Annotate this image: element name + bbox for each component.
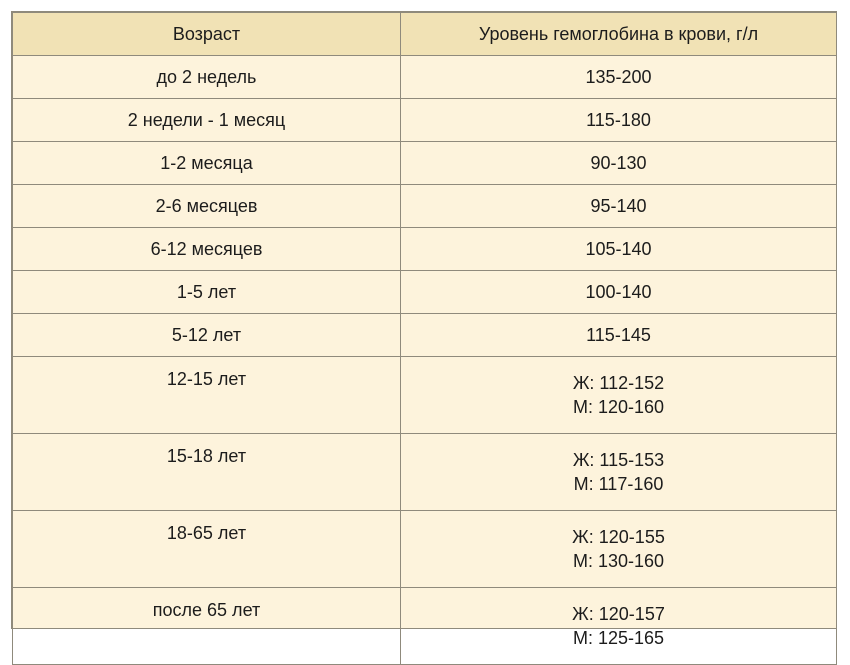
table-row: 15-18 лет Ж: 115-153 М: 117-160: [12, 433, 837, 511]
level-value-female: Ж: 112-152: [572, 373, 665, 393]
level-value-male: М: 117-160: [573, 474, 664, 494]
table-header-row: Возраст Уровень гемоглобина в крови, г/л: [12, 12, 837, 56]
table-row: 18-65 лет Ж: 120-155 М: 130-160: [12, 510, 837, 588]
hemoglobin-table: Возраст Уровень гемоглобина в крови, г/л…: [11, 11, 837, 665]
column-header-age: Возраст: [12, 12, 401, 56]
table-row: 6-12 месяцев 105-140: [12, 227, 837, 271]
level-value-female: Ж: 115-153: [572, 450, 665, 470]
age-cell: до 2 недель: [12, 55, 401, 99]
level-value-male: М: 120-160: [572, 397, 665, 417]
level-cell: Ж: 115-153 М: 117-160: [400, 433, 837, 511]
level-cell: 105-140: [400, 227, 837, 271]
level-cell: 100-140: [400, 270, 837, 314]
age-cell: 12-15 лет: [12, 356, 401, 434]
level-value-female: Ж: 120-155: [572, 527, 665, 547]
level-value: 115-145: [586, 325, 651, 345]
age-cell: 6-12 месяцев: [12, 227, 401, 271]
level-cell: 90-130: [400, 141, 837, 185]
level-cell: 115-180: [400, 98, 837, 142]
age-cell: 2-6 месяцев: [12, 184, 401, 228]
level-cell: Ж: 112-152 М: 120-160: [400, 356, 837, 434]
age-cell: 2 недели - 1 месяц: [12, 98, 401, 142]
age-cell: 1-2 месяца: [12, 141, 401, 185]
table-row: 5-12 лет 115-145: [12, 313, 837, 357]
level-value-male: М: 125-165: [572, 628, 665, 648]
age-cell: после 65 лет: [12, 587, 401, 665]
table-row: 2 недели - 1 месяц 115-180: [12, 98, 837, 142]
table-row: после 65 лет Ж: 120-157 М: 125-165: [12, 587, 837, 665]
age-cell: 15-18 лет: [12, 433, 401, 511]
table-row: 1-2 месяца 90-130: [12, 141, 837, 185]
level-value: 105-140: [585, 239, 652, 259]
level-value: 135-200: [585, 67, 652, 87]
age-cell: 5-12 лет: [12, 313, 401, 357]
level-cell: 95-140: [400, 184, 837, 228]
table-row: 2-6 месяцев 95-140: [12, 184, 837, 228]
level-value: 100-140: [585, 282, 652, 302]
level-cell: Ж: 120-157 М: 125-165: [400, 587, 837, 665]
level-cell: 135-200: [400, 55, 837, 99]
table-body: до 2 недель 135-200 2 недели - 1 месяц 1…: [12, 55, 837, 665]
level-value-female: Ж: 120-157: [572, 604, 665, 624]
age-cell: 18-65 лет: [12, 510, 401, 588]
age-cell: 1-5 лет: [12, 270, 401, 314]
table-row: 1-5 лет 100-140: [12, 270, 837, 314]
level-value: 90-130: [590, 153, 647, 173]
level-cell: 115-145: [400, 313, 837, 357]
level-value: 115-180: [586, 110, 651, 130]
level-value: 95-140: [590, 196, 647, 216]
column-header-level: Уровень гемоглобина в крови, г/л: [400, 12, 837, 56]
table-row: 12-15 лет Ж: 112-152 М: 120-160: [12, 356, 837, 434]
level-cell: Ж: 120-155 М: 130-160: [400, 510, 837, 588]
table-row: до 2 недель 135-200: [12, 55, 837, 99]
hemoglobin-table-grid: Возраст Уровень гемоглобина в крови, г/л…: [12, 12, 837, 665]
level-value-male: М: 130-160: [572, 551, 665, 571]
